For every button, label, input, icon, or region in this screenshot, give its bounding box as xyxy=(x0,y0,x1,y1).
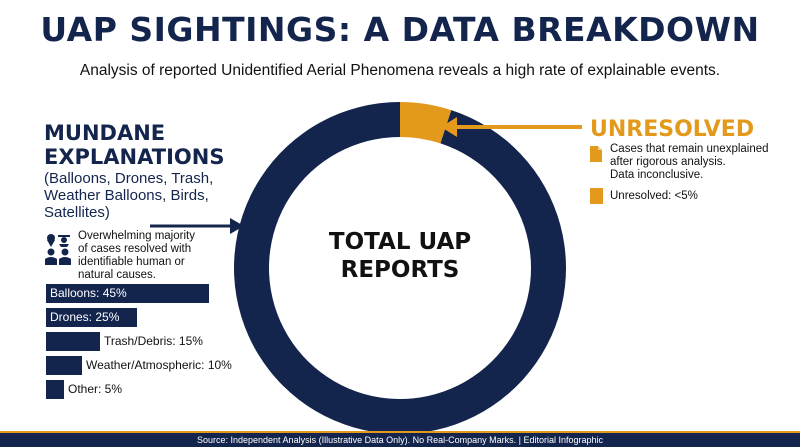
bar-row-balloons: Balloons: 45% xyxy=(46,284,286,303)
mundane-heading-line1: MUNDANE xyxy=(44,121,166,145)
mundane-subheading: (Balloons, Drones, Trash, Weather Balloo… xyxy=(44,170,239,221)
unresolved-heading: UNRESOLVED xyxy=(590,117,755,142)
mundane-description: Overwhelming majority of cases resolved … xyxy=(78,230,228,282)
mundane-desc-line2: of cases resolved with xyxy=(78,243,192,255)
mundane-sub-line2: Weather Balloons, Birds, xyxy=(44,187,209,204)
center-label-line2: REPORTS xyxy=(340,257,460,283)
bar xyxy=(46,332,100,351)
bar xyxy=(46,284,209,303)
bar-row-drones: Drones: 25% xyxy=(46,308,286,327)
mundane-heading-line2: EXPLANATIONS xyxy=(44,145,225,169)
bar-label: Drones: 25% xyxy=(50,310,120,324)
mundane-desc-line3: identifiable human or xyxy=(78,256,185,268)
mundane-sub-line3: Satellites) xyxy=(44,204,110,221)
mundane-desc-line1: Overwhelming majority xyxy=(78,230,195,242)
page-subtitle: Analysis of reported Unidentified Aerial… xyxy=(79,62,721,79)
donut-center-label: TOTAL UAP REPORTS xyxy=(300,228,500,284)
bar xyxy=(46,380,64,399)
bar-row-weather-atmospheric: Weather/Atmospheric: 10% xyxy=(46,356,286,375)
bar-row-other: Other: 5% xyxy=(46,380,286,399)
bar-label: Weather/Atmospheric: 10% xyxy=(86,358,232,372)
bar xyxy=(46,308,137,327)
unresolved-desc-line3: Data inconclusive. xyxy=(610,169,704,181)
unresolved-legend-text: Unresolved: <5% xyxy=(610,190,698,202)
bar-label: Trash/Debris: 15% xyxy=(104,334,203,348)
page-title: UAP SIGHTINGS: A DATA BREAKDOWN xyxy=(40,10,760,49)
mundane-heading: MUNDANE EXPLANATIONS xyxy=(44,121,244,169)
document-icon xyxy=(590,146,602,162)
donut-slice-unresolved xyxy=(400,102,452,144)
mundane-desc-line4: natural causes. xyxy=(78,269,156,281)
mundane-sub-line1: (Balloons, Drones, Trash, xyxy=(44,170,214,187)
right-pointer-arrowhead xyxy=(441,117,457,137)
bar-row-trash-debris: Trash/Debris: 15% xyxy=(46,332,286,351)
bar-label: Other: 5% xyxy=(68,382,123,396)
unresolved-description: Cases that remain unexplained after rigo… xyxy=(610,143,785,182)
people-icon xyxy=(45,234,71,265)
left-pointer-arrowhead xyxy=(230,218,244,234)
center-label-line1: TOTAL UAP xyxy=(328,229,472,255)
footer-source: Source: Independent Analysis (Illustrati… xyxy=(0,433,800,447)
unresolved-desc-line2: after rigorous analysis. xyxy=(610,156,726,168)
footer-accent-line xyxy=(0,431,800,433)
bar xyxy=(46,356,82,375)
unresolved-legend-swatch xyxy=(590,188,603,204)
bar-label: Balloons: 45% xyxy=(50,286,127,300)
unresolved-desc-line1: Cases that remain unexplained xyxy=(610,143,769,155)
